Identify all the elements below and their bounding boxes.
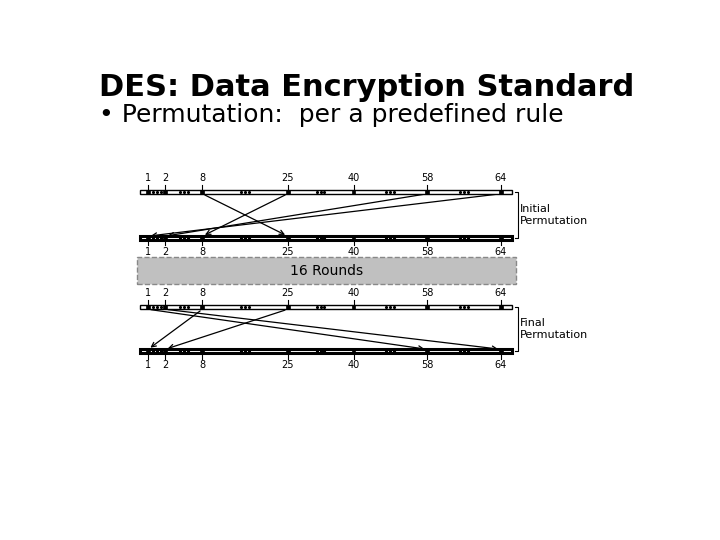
Bar [200, 236, 204, 240]
Text: 2: 2 [162, 247, 168, 257]
Text: • Permutation:  per a predefined rule: • Permutation: per a predefined rule [99, 103, 564, 127]
Bar [163, 190, 167, 194]
Text: 58: 58 [421, 288, 433, 299]
Text: 2: 2 [162, 360, 168, 370]
Bar [163, 306, 167, 309]
Text: 40: 40 [347, 173, 359, 183]
Bar [200, 190, 204, 194]
Bar [499, 236, 503, 240]
Bar [146, 236, 150, 240]
Text: 25: 25 [282, 173, 294, 183]
Bar [137, 257, 516, 284]
Text: 64: 64 [495, 173, 507, 183]
Text: Initial
Permutation: Initial Permutation [520, 204, 588, 226]
Bar [351, 236, 356, 240]
Bar [286, 236, 289, 240]
Bar [351, 190, 356, 194]
Bar [426, 306, 429, 309]
Bar [140, 190, 513, 194]
Text: 40: 40 [347, 247, 359, 257]
Text: 25: 25 [282, 360, 294, 370]
Bar [146, 306, 150, 309]
Bar [146, 190, 150, 194]
Bar [200, 306, 204, 309]
Text: 1: 1 [145, 360, 151, 370]
Bar [499, 190, 503, 194]
Bar [426, 349, 429, 353]
Bar [140, 306, 513, 309]
Bar [426, 190, 429, 194]
Text: 8: 8 [199, 173, 205, 183]
Text: 16 Rounds: 16 Rounds [290, 264, 363, 278]
Text: 8: 8 [199, 360, 205, 370]
Text: 8: 8 [199, 247, 205, 257]
Bar [351, 349, 356, 353]
Text: 8: 8 [199, 288, 205, 299]
Bar [140, 349, 513, 353]
Text: 1: 1 [145, 173, 151, 183]
Bar [426, 236, 429, 240]
Bar [163, 236, 167, 240]
Bar [146, 349, 150, 353]
Text: 64: 64 [495, 247, 507, 257]
Text: 25: 25 [282, 288, 294, 299]
Bar [163, 349, 167, 353]
Bar [499, 306, 503, 309]
Text: DES: Data Encryption Standard: DES: Data Encryption Standard [99, 72, 634, 102]
Bar [499, 349, 503, 353]
Text: 64: 64 [495, 360, 507, 370]
Text: 58: 58 [421, 173, 433, 183]
Text: Final
Permutation: Final Permutation [520, 319, 588, 340]
Text: 58: 58 [421, 360, 433, 370]
Bar [200, 349, 204, 353]
Text: 25: 25 [282, 247, 294, 257]
Bar [351, 306, 356, 309]
Bar [286, 349, 289, 353]
Text: 64: 64 [495, 288, 507, 299]
Text: 2: 2 [162, 173, 168, 183]
Text: 1: 1 [145, 288, 151, 299]
Text: 2: 2 [162, 288, 168, 299]
Text: 40: 40 [347, 288, 359, 299]
Bar [286, 190, 289, 194]
Bar [286, 306, 289, 309]
Text: 1: 1 [145, 247, 151, 257]
Text: 40: 40 [347, 360, 359, 370]
Bar [140, 236, 513, 240]
Text: 58: 58 [421, 247, 433, 257]
